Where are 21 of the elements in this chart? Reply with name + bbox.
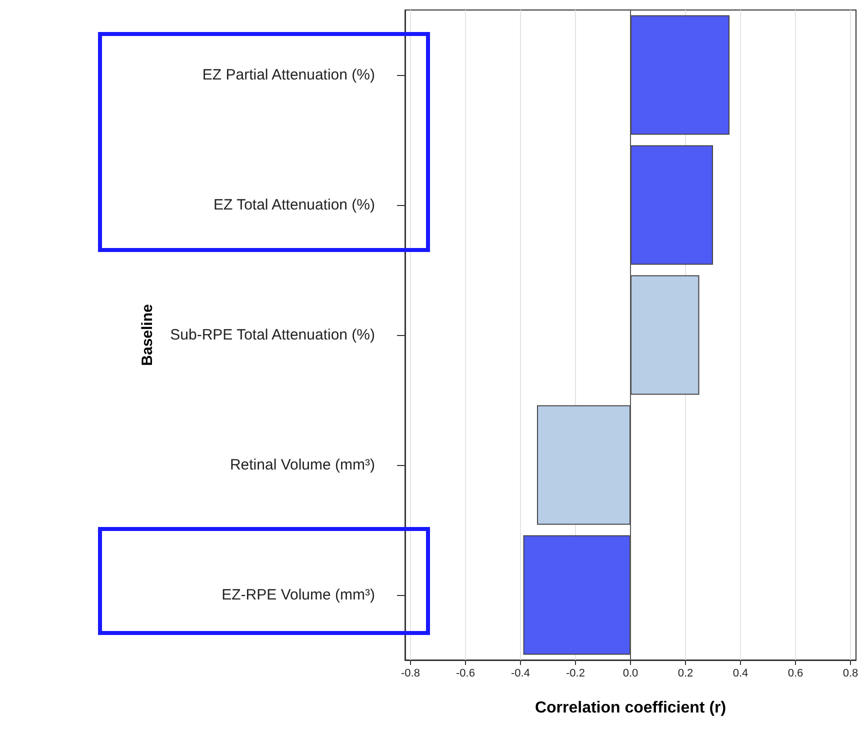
bar bbox=[630, 275, 700, 395]
bar bbox=[630, 15, 730, 135]
y-tick-label: Sub-RPE Total Attenuation (%) bbox=[170, 326, 375, 344]
y-tick-label: Retinal Volume (mm³) bbox=[230, 456, 375, 474]
y-axis-title: Baseline bbox=[139, 304, 156, 366]
y-tick-label: EZ-RPE Volume (mm³) bbox=[222, 586, 375, 604]
x-tick-label: -0.8 bbox=[401, 668, 420, 680]
x-axis-title: Correlation coefficient (r) bbox=[534, 700, 726, 716]
y-tick-label: EZ Partial Attenuation (%) bbox=[202, 66, 375, 84]
x-tick-label: 0.4 bbox=[732, 668, 748, 680]
bar bbox=[537, 405, 630, 525]
y-tick-label: EZ Total Attenuation (%) bbox=[214, 196, 375, 214]
x-tick-label: -0.2 bbox=[566, 668, 585, 680]
bar bbox=[523, 535, 630, 655]
x-tick-label: 0.8 bbox=[842, 668, 858, 680]
x-tick-label: 0.6 bbox=[788, 668, 804, 680]
x-tick-label: 0.2 bbox=[678, 668, 694, 680]
x-tick-label: -0.6 bbox=[456, 668, 475, 680]
x-tick-label: 0.0 bbox=[622, 668, 638, 680]
bar bbox=[630, 145, 713, 265]
x-tick-label: -0.4 bbox=[511, 668, 530, 680]
